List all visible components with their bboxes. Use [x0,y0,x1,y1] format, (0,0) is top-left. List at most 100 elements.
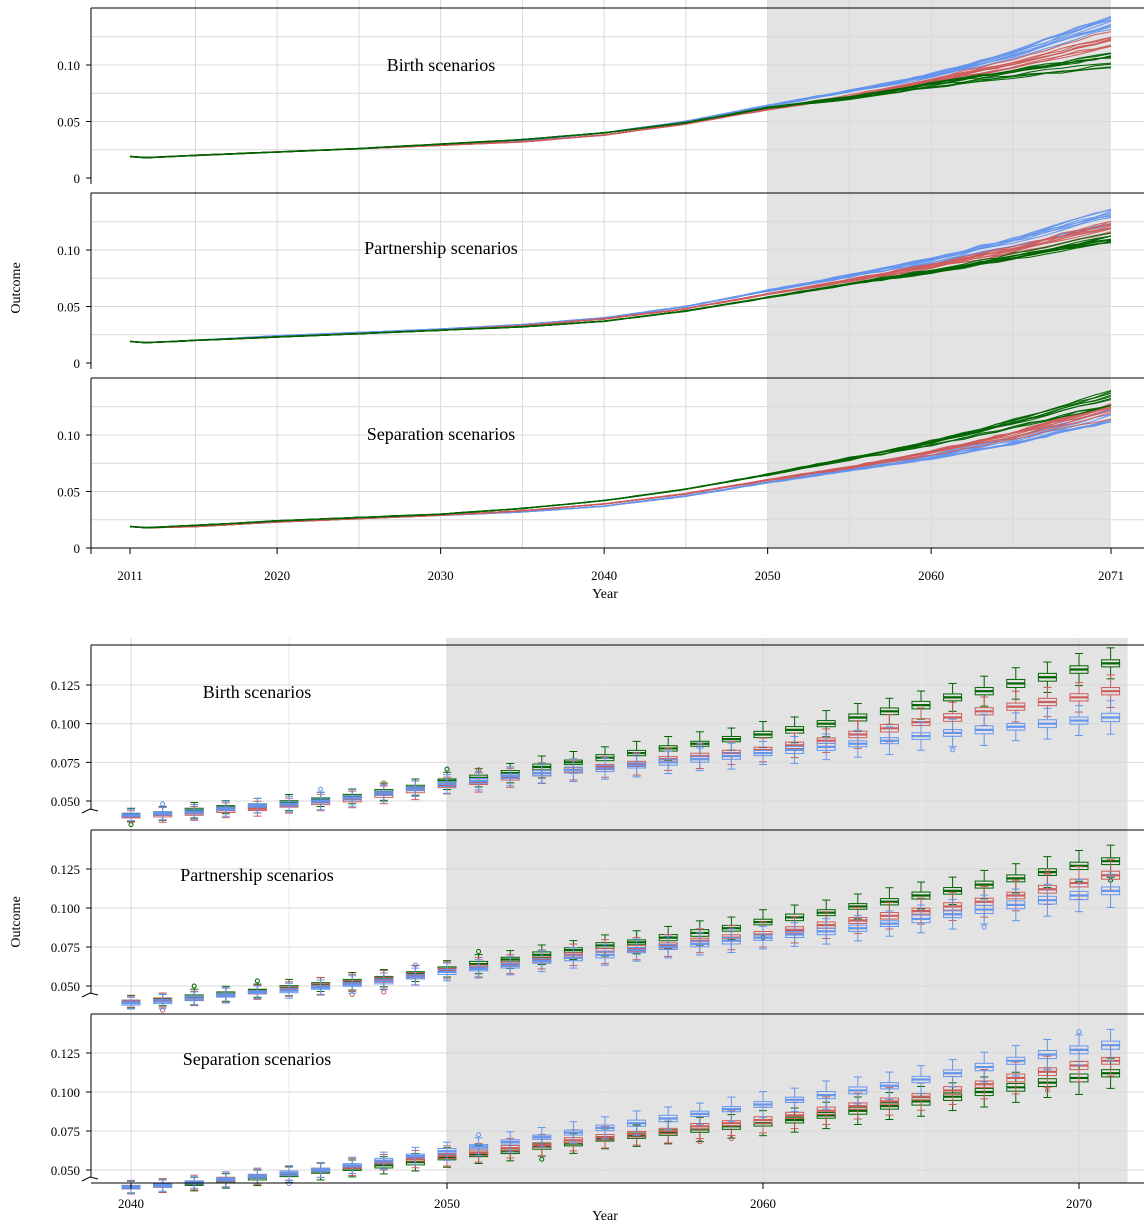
y-tick-label: 0.100 [51,901,80,916]
boxplot [216,800,236,817]
boxplot [658,1106,678,1131]
panel-title: Partnership scenarios [364,238,517,258]
y-tick-label: 0.10 [57,428,80,443]
boxplot [532,762,552,784]
boxplot [374,972,394,991]
boxplot [153,801,173,821]
axis-break-mark [81,1176,99,1182]
boxplot-outlier [476,1132,482,1138]
projection-shading [447,638,1128,1183]
x-tick-label: 2040 [118,1196,144,1211]
boxplot [1006,1045,1026,1077]
y-tick-label: 0 [74,171,81,186]
boxplot [879,726,899,756]
boxplot [121,996,141,1010]
boxplot-outlier [254,978,260,984]
boxplot [848,1076,868,1105]
y-axis-title: Outcome [9,262,24,313]
boxplot [785,922,805,947]
boxplot [1069,878,1089,913]
boxplot [279,1165,299,1187]
boxplot [848,729,868,758]
boxplot-figure: 0.050 0.075 0.100 0.125 0.050 0.075 0.100 0.125… [9,638,1144,1222]
boxplot [721,928,741,954]
y-tick-label: 0.100 [51,717,80,732]
boxplot-outlier [160,801,166,807]
boxplot [943,718,963,753]
boxplot [627,938,647,962]
boxplot [1069,705,1089,737]
line-marks [129,15,1112,529]
boxplot [753,741,773,766]
boxplot [563,947,583,969]
boxplot [690,742,710,772]
boxplot [279,795,299,813]
boxplot [184,991,204,1006]
boxplot-outlier [950,747,956,753]
boxplot [437,774,457,794]
y-tick-label: 0.125 [51,678,80,693]
boxplot [563,758,583,783]
y-tick-label: 0.125 [51,1046,80,1061]
boxplot-outlier [697,742,703,748]
boxplot [785,736,805,764]
boxplot [785,1087,805,1112]
boxplot [374,784,394,803]
boxplot [1037,1039,1057,1071]
boxplot [247,1168,267,1184]
panel-title: Separation scenarios [367,424,515,444]
boxplot [405,962,425,986]
boxplot [595,757,615,780]
boxplot [911,1065,931,1094]
boxplot [658,935,678,959]
boxplot [1101,873,1121,908]
boxplot [532,949,552,973]
boxplot [469,1132,489,1156]
axes: 0 0.05 0.10 0 0.05 0.10 0 0.05 0.10 2011 2020 2030 2… [57,7,1144,583]
boxplot [879,1071,899,1100]
boxplot [627,753,647,778]
boxplot [1006,888,1026,922]
series-line [129,223,1112,344]
boxplot [437,962,457,982]
boxplot-outlier [191,983,197,989]
boxplot [658,750,678,775]
y-tick-label: 0.10 [57,243,80,258]
x-tick-label: 2011 [117,568,143,583]
x-tick-label: 2060 [750,1196,776,1211]
y-tick-label: 0.050 [51,794,80,809]
boxplot [1037,883,1057,917]
boxplot [911,721,931,751]
boxplot [974,1051,994,1083]
series-line [129,390,1112,529]
y-tick-label: 0 [74,356,81,371]
boxplot [405,780,425,797]
y-axis-title: Outcome [9,896,24,947]
boxplot [974,713,994,746]
boxplot [595,1116,615,1140]
series-line [129,412,1112,528]
boxplot [848,915,868,942]
boxplot-outlier [1044,1087,1050,1093]
y-tick-label: 0.05 [57,300,80,315]
boxplot-outlier [539,1156,545,1162]
boxplot [627,1110,647,1136]
boxplot [690,932,710,956]
boxplot [943,898,963,930]
boxplot-outlier [981,924,987,930]
boxplot-outlier [318,786,324,792]
boxplot-outlier [286,1181,292,1187]
boxplot-outlier [728,1136,734,1142]
y-tick-label: 0.100 [51,1085,80,1100]
boxplot [342,975,362,994]
boxplot [311,1161,331,1179]
boxplot [816,733,836,761]
x-axis-title: Year [592,587,618,602]
x-tick-label: 2070 [1066,1196,1092,1211]
x-tick-label: 2071 [1098,568,1124,583]
boxplot [721,742,741,770]
boxplot [405,1146,425,1166]
boxplot [1101,700,1121,735]
boxplot [216,987,236,1004]
